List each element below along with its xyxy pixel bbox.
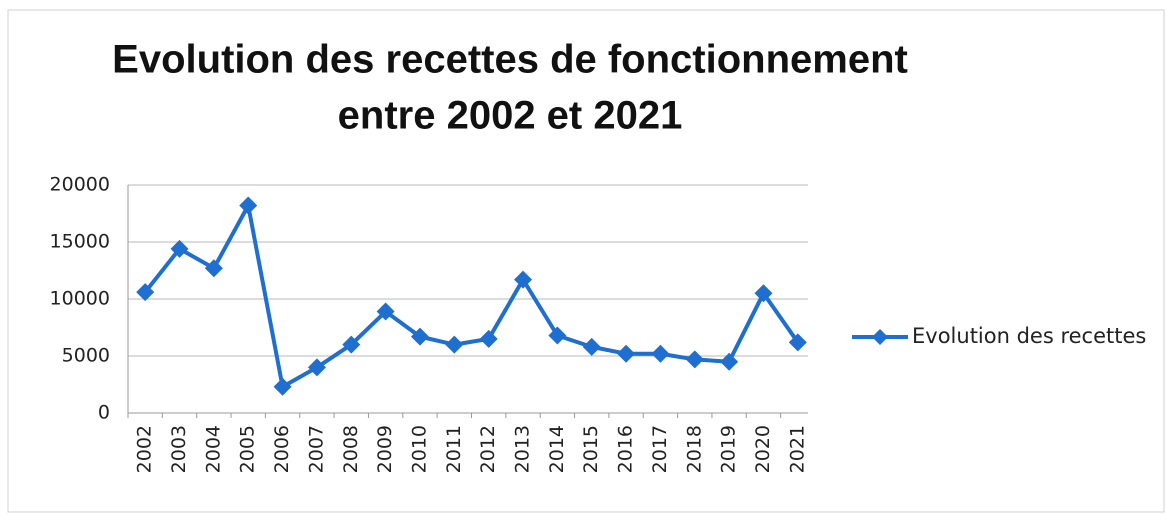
point: [170, 239, 189, 258]
y-tick-label: 0: [98, 402, 110, 424]
x-tick-label: 2004: [202, 425, 224, 473]
point: [273, 377, 292, 396]
x-tick-label: 2017: [649, 425, 671, 473]
point: [307, 358, 326, 377]
point: [342, 335, 361, 354]
x-tick-label: 2015: [580, 425, 602, 473]
x-tick-label: 2020: [752, 425, 774, 473]
x-tick-label: 2014: [546, 425, 568, 473]
y-tick-label: 15000: [50, 231, 110, 253]
point: [376, 302, 395, 321]
x-tick-label: 2003: [168, 425, 190, 473]
point: [410, 327, 429, 346]
x-tick-label: 2019: [718, 425, 740, 473]
x-tick-label: 2016: [615, 425, 637, 473]
x-tick-label: 2005: [237, 425, 259, 473]
chart-title: entre 2002 et 2021: [338, 94, 683, 138]
point: [479, 329, 498, 348]
x-tick-label: 2010: [408, 425, 430, 473]
point: [445, 335, 464, 354]
point: [136, 283, 155, 302]
x-tick-label: 2018: [683, 425, 705, 473]
x-tick-label: 2008: [340, 425, 362, 473]
point: [582, 337, 601, 356]
x-tick-label: 2013: [512, 425, 534, 473]
chart-title: Evolution des recettes de fonctionnement: [112, 38, 908, 82]
y-tick-label: 5000: [62, 345, 110, 367]
point: [651, 344, 670, 363]
x-tick-label: 2011: [443, 425, 465, 473]
point: [204, 259, 223, 278]
y-tick-label: 20000: [50, 174, 110, 196]
point: [754, 284, 773, 303]
x-tick-label: 2006: [271, 425, 293, 473]
x-tick-label: 2007: [305, 425, 327, 473]
legend-label: Evolution des recettes: [912, 324, 1146, 348]
point: [514, 270, 533, 289]
point: [788, 333, 807, 352]
chart-frame: [7, 9, 1165, 513]
x-tick-label: 2002: [134, 425, 156, 473]
legend-marker: [872, 329, 888, 345]
point: [685, 350, 704, 369]
point: [720, 352, 739, 371]
x-tick-label: 2009: [374, 425, 396, 473]
x-tick-label: 2021: [786, 425, 808, 473]
x-tick-label: 2012: [477, 425, 499, 473]
point: [239, 196, 258, 215]
point: [617, 344, 636, 363]
y-tick-label: 10000: [50, 288, 110, 310]
point: [548, 326, 567, 345]
